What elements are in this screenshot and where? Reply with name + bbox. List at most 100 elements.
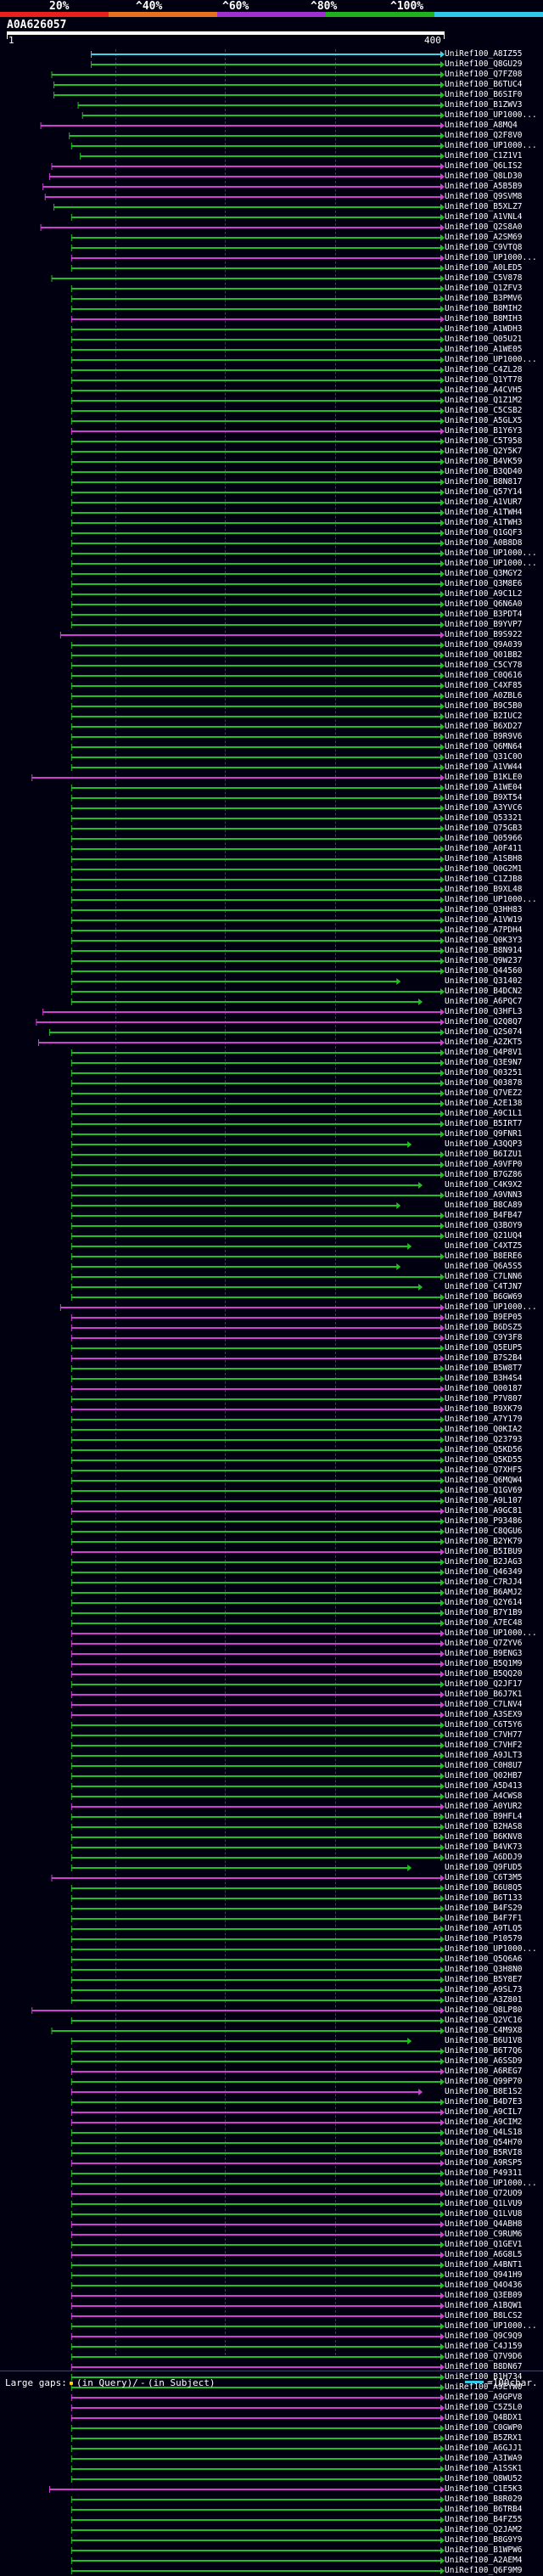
- hit-row[interactable]: UniRef100_Q00187: [0, 1384, 543, 1394]
- hit-alignment-bar[interactable]: [0, 2087, 445, 2097]
- hit-alignment-bar[interactable]: [0, 732, 445, 742]
- hit-label[interactable]: UniRef100_A4CVH5: [445, 385, 523, 395]
- hit-label[interactable]: UniRef100_B9EP05: [445, 1313, 523, 1322]
- hit-alignment-bar[interactable]: [0, 161, 445, 172]
- hit-alignment-bar[interactable]: [0, 436, 445, 447]
- hit-alignment-bar[interactable]: [0, 1547, 445, 1557]
- hit-alignment-bar[interactable]: [0, 304, 445, 314]
- hit-row[interactable]: UniRef100_A9C1L2: [0, 589, 543, 599]
- hit-label[interactable]: UniRef100_A9GC81: [445, 1506, 523, 1516]
- hit-alignment-bar[interactable]: [0, 222, 445, 233]
- hit-row[interactable]: UniRef100_A4CWS8: [0, 1791, 543, 1802]
- hit-alignment-bar[interactable]: [0, 630, 445, 640]
- hit-row[interactable]: UniRef100_A1VW44: [0, 762, 543, 773]
- hit-row[interactable]: UniRef100_Q4P8V1: [0, 1048, 543, 1058]
- hit-row[interactable]: UniRef100_A4BNT1: [0, 2260, 543, 2270]
- hit-label[interactable]: UniRef100_A1WE05: [445, 345, 523, 354]
- hit-row[interactable]: UniRef100_Q5KD56: [0, 1445, 543, 1455]
- hit-row[interactable]: UniRef100_UP1000...: [0, 548, 543, 559]
- hit-alignment-bar[interactable]: [0, 783, 445, 793]
- hit-row[interactable]: UniRef100_B5RVI8: [0, 2148, 543, 2158]
- hit-alignment-bar[interactable]: [0, 1995, 445, 2005]
- hit-alignment-bar[interactable]: [0, 1119, 445, 1129]
- hit-row[interactable]: UniRef100_B4VK73: [0, 1842, 543, 1853]
- hit-alignment-bar[interactable]: [0, 151, 445, 161]
- hit-label[interactable]: UniRef100_A7PDH4: [445, 925, 523, 935]
- hit-alignment-bar[interactable]: [0, 762, 445, 773]
- hit-alignment-bar[interactable]: [0, 2097, 445, 2107]
- hit-label[interactable]: UniRef100_C9VTQ8: [445, 243, 523, 252]
- hit-alignment-bar[interactable]: [0, 1007, 445, 1017]
- hit-label[interactable]: UniRef100_Q5Q6A6: [445, 1954, 523, 1964]
- hit-alignment-bar[interactable]: [0, 1771, 445, 1781]
- hit-row[interactable]: UniRef100_Q6LIS2: [0, 161, 543, 172]
- hit-row[interactable]: UniRef100_B9XK79: [0, 1404, 543, 1415]
- hit-row[interactable]: UniRef100_A6DDJ9: [0, 1853, 543, 1863]
- hit-label[interactable]: UniRef100_A9L107: [445, 1496, 523, 1505]
- hit-alignment-bar[interactable]: [0, 172, 445, 182]
- hit-label[interactable]: UniRef100_C1ZJB8: [445, 875, 523, 884]
- hit-alignment-bar[interactable]: [0, 854, 445, 864]
- hit-row[interactable]: UniRef100_B6GW69: [0, 1292, 543, 1302]
- hit-row[interactable]: UniRef100_Q02HB7: [0, 1771, 543, 1781]
- hit-label[interactable]: UniRef100_A8MQ4: [445, 121, 518, 130]
- hit-label[interactable]: UniRef100_B8N817: [445, 477, 523, 487]
- hit-alignment-bar[interactable]: [0, 722, 445, 732]
- hit-label[interactable]: UniRef100_UP1000...: [445, 1944, 537, 1954]
- hit-label[interactable]: UniRef100_B6GW69: [445, 1292, 523, 1302]
- hit-row[interactable]: UniRef100_A9GPV8: [0, 2393, 543, 2403]
- hit-row[interactable]: UniRef100_A1SBH8: [0, 854, 543, 864]
- hit-label[interactable]: UniRef100_C4J159: [445, 2342, 523, 2351]
- hit-alignment-bar[interactable]: [0, 2535, 445, 2545]
- hit-label[interactable]: UniRef100_Q2F8V0: [445, 131, 523, 140]
- hit-row[interactable]: UniRef100_B6KNV8: [0, 1832, 543, 1842]
- hit-row[interactable]: UniRef100_B8LCS2: [0, 2311, 543, 2321]
- hit-label[interactable]: UniRef100_B3PMV6: [445, 294, 523, 303]
- hit-alignment-bar[interactable]: [0, 1567, 445, 1578]
- hit-alignment-bar[interactable]: [0, 1353, 445, 1364]
- hit-row[interactable]: UniRef100_A7PDH4: [0, 925, 543, 936]
- hit-alignment-bar[interactable]: [0, 987, 445, 997]
- hit-row[interactable]: UniRef100_B8G9Y9: [0, 2535, 543, 2545]
- hit-label[interactable]: UniRef100_Q6LIS2: [445, 161, 523, 171]
- hit-alignment-bar[interactable]: [0, 1720, 445, 1730]
- hit-label[interactable]: UniRef100_UP1000...: [445, 253, 537, 262]
- hit-alignment-bar[interactable]: [0, 1822, 445, 1832]
- hit-alignment-bar[interactable]: [0, 2026, 445, 2036]
- hit-alignment-bar[interactable]: [0, 1791, 445, 1802]
- hit-row[interactable]: UniRef100_C1ZJB8: [0, 875, 543, 885]
- hit-row[interactable]: UniRef100_A3IWA9: [0, 2454, 543, 2464]
- hit-alignment-bar[interactable]: [0, 335, 445, 345]
- hit-row[interactable]: UniRef100_C0GWP0: [0, 2423, 543, 2433]
- hit-alignment-bar[interactable]: [0, 202, 445, 212]
- hit-label[interactable]: UniRef100_B9ENG3: [445, 1649, 523, 1658]
- hit-label[interactable]: UniRef100_Q05U21: [445, 335, 523, 344]
- hit-alignment-bar[interactable]: [0, 416, 445, 426]
- hit-label[interactable]: UniRef100_C0GWP0: [445, 2423, 523, 2433]
- hit-alignment-bar[interactable]: [0, 2209, 445, 2219]
- hit-row[interactable]: UniRef100_Q5KD55: [0, 1455, 543, 1465]
- hit-row[interactable]: UniRef100_Q1ZFV3: [0, 284, 543, 294]
- hit-alignment-bar[interactable]: [0, 640, 445, 650]
- hit-label[interactable]: UniRef100_P10579: [445, 1934, 523, 1943]
- hit-alignment-bar[interactable]: [0, 599, 445, 610]
- hit-label[interactable]: UniRef100_C9Y3F8: [445, 1333, 523, 1342]
- hit-row[interactable]: UniRef100_B6T133: [0, 1893, 543, 1904]
- hit-alignment-bar[interactable]: [0, 538, 445, 548]
- hit-row[interactable]: UniRef100_C7LNN6: [0, 1272, 543, 1282]
- hit-label[interactable]: UniRef100_A9VNN3: [445, 1190, 523, 1200]
- hit-row[interactable]: UniRef100_A9GC81: [0, 1506, 543, 1516]
- hit-alignment-bar[interactable]: [0, 773, 445, 783]
- hit-row[interactable]: UniRef100_B7S2B4: [0, 1353, 543, 1364]
- hit-alignment-bar[interactable]: [0, 2393, 445, 2403]
- hit-row[interactable]: UniRef100_Q7FZ08: [0, 70, 543, 80]
- hit-row[interactable]: UniRef100_B8E1S2: [0, 2087, 543, 2097]
- hit-row[interactable]: UniRef100_Q1GQF3: [0, 528, 543, 538]
- hit-label[interactable]: UniRef100_B8MIH2: [445, 304, 523, 313]
- hit-alignment-bar[interactable]: [0, 1088, 445, 1099]
- hit-alignment-bar[interactable]: [0, 1027, 445, 1038]
- hit-label[interactable]: UniRef100_Q1Z1M2: [445, 396, 523, 405]
- hit-alignment-bar[interactable]: [0, 1812, 445, 1822]
- hit-alignment-bar[interactable]: [0, 314, 445, 324]
- hit-row[interactable]: UniRef100_B6TRB4: [0, 2505, 543, 2515]
